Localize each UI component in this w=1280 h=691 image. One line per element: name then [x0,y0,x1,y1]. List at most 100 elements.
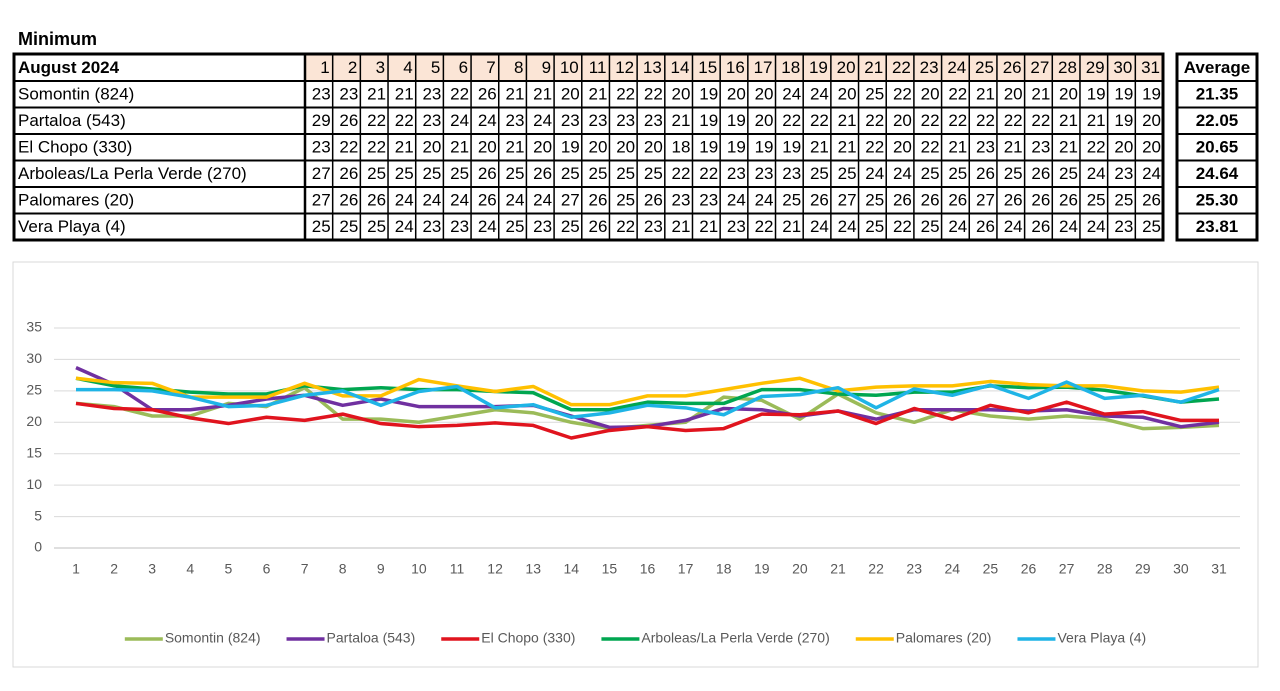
header-day: 24 [947,58,966,77]
row-value: 20 [1142,138,1161,157]
header-cell [720,54,748,81]
row-value: 26 [1031,164,1050,183]
row-value: 26 [478,164,497,183]
row-value: 20 [1059,85,1078,104]
row-value: 22 [810,111,829,130]
header-cell [388,54,416,81]
header-cell [969,54,997,81]
row-value: 23 [339,85,358,104]
row-value: 24 [450,111,469,130]
table-border [12,52,1165,242]
row-value: 23 [699,191,718,210]
x-tick-label: 1 [72,561,80,577]
row-value: 22 [450,85,469,104]
row-value: 22 [395,111,414,130]
header-cell [471,54,499,81]
row-average: 20.65 [1196,138,1239,157]
row-value: 25 [921,164,940,183]
row-value: 24 [505,191,524,210]
row-name: Somontin (824) [18,85,134,104]
row-value: 23 [1114,217,1133,236]
header-day: 8 [514,58,523,77]
row-value: 25 [589,164,608,183]
row-value: 24 [810,217,829,236]
row-value: 25 [1142,217,1161,236]
row-value: 24 [422,191,441,210]
row-value: 20 [921,85,940,104]
row-name: Arboleas/La Perla Verde (270) [18,164,247,183]
row-value: 24 [533,111,552,130]
row-value: 21 [367,85,386,104]
row-value: 25 [367,164,386,183]
row-value: 25 [644,164,663,183]
row-value: 20 [893,111,912,130]
header-day: 18 [781,58,800,77]
row-value: 25 [312,217,331,236]
header-cell [1052,54,1080,81]
row-value: 24 [478,217,497,236]
row-value: 23 [727,217,746,236]
header-day: 9 [542,58,551,77]
row-value: 25 [561,164,580,183]
row-value: 23 [727,164,746,183]
row-value: 24 [478,111,497,130]
row-value: 22 [616,85,635,104]
x-tick-label: 17 [678,561,694,577]
row-value: 21 [948,138,967,157]
header-day: 25 [975,58,994,77]
row-value: 26 [589,191,608,210]
row-value: 25 [616,191,635,210]
x-tick-label: 7 [301,561,309,577]
y-tick-label: 10 [26,476,42,492]
row-value: 25 [505,164,524,183]
header-cell [498,54,527,81]
row-value: 21 [976,85,995,104]
row-value: 21 [505,138,524,157]
row-value: 19 [699,111,718,130]
header-day: 5 [431,58,440,77]
header-day: 16 [726,58,745,77]
row-value: 26 [589,217,608,236]
header-day: 7 [486,58,495,77]
x-tick-label: 6 [263,561,271,577]
row-value: 24 [450,191,469,210]
header-cell [415,54,444,81]
header-day: 21 [864,58,883,77]
row-value: 29 [312,111,331,130]
series-line [75,376,1220,412]
row-name: El Chopo (330) [18,138,132,157]
row-value: 19 [699,85,718,104]
row-value: 21 [450,138,469,157]
x-tick-label: 13 [525,561,541,577]
row-value: 26 [976,164,995,183]
header-cell [775,54,804,81]
row-value: 23 [976,138,995,157]
x-tick-label: 30 [1173,561,1189,577]
row-average: 21.35 [1196,85,1239,104]
row-value: 25 [339,217,358,236]
header-day: 31 [1141,58,1160,77]
legend-label: Arboleas/La Perla Verde (270) [641,630,829,646]
header-average: Average [1184,58,1250,77]
row-value: 22 [976,111,995,130]
row-value: 20 [589,138,608,157]
row-value: 24 [755,191,774,210]
x-tick-label: 31 [1211,561,1227,577]
row-value: 27 [312,191,331,210]
header-cell [581,54,610,81]
row-value: 23 [755,164,774,183]
row-value: 20 [1004,85,1023,104]
row-value: 21 [672,111,691,130]
x-tick-label: 26 [1021,561,1037,577]
row-value: 25 [1004,164,1023,183]
row-value: 24 [948,217,967,236]
header-day: 2 [348,58,357,77]
row-value: 19 [699,138,718,157]
legend-label: Somontin (824) [165,630,261,646]
header-day: 10 [560,58,579,77]
x-tick-label: 18 [716,561,732,577]
row-average: 23.81 [1196,217,1239,236]
row-value: 22 [1004,111,1023,130]
row-value: 22 [1031,111,1050,130]
